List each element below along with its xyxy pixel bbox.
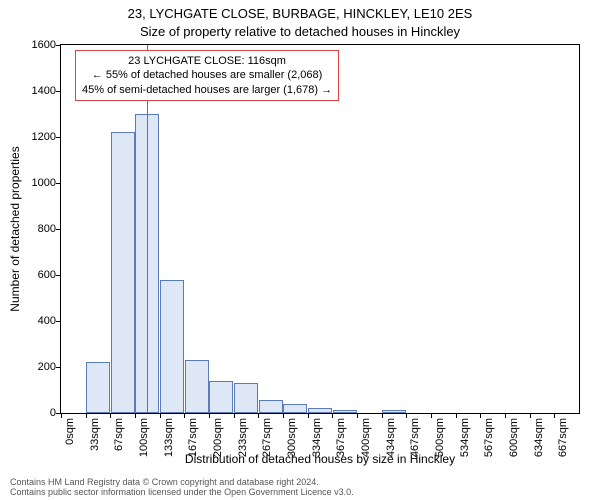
xtick-mark bbox=[184, 413, 185, 418]
histogram-bar bbox=[259, 400, 283, 413]
xtick-label: 367sqm bbox=[335, 418, 347, 457]
ytick-mark bbox=[56, 91, 61, 92]
xtick-mark bbox=[332, 413, 333, 418]
histogram-bar bbox=[382, 410, 406, 413]
ytick-label: 600 bbox=[6, 269, 56, 281]
ytick-label: 200 bbox=[6, 361, 56, 373]
xtick-label: 167sqm bbox=[187, 418, 199, 457]
xtick-mark bbox=[209, 413, 210, 418]
xtick-label: 33sqm bbox=[89, 418, 101, 451]
xtick-mark bbox=[480, 413, 481, 418]
xtick-mark bbox=[406, 413, 407, 418]
xtick-mark bbox=[431, 413, 432, 418]
xtick-label: 133sqm bbox=[163, 418, 175, 457]
xtick-label: 400sqm bbox=[360, 418, 372, 457]
xtick-label: 67sqm bbox=[113, 418, 125, 451]
histogram-bar bbox=[209, 381, 233, 413]
xtick-mark bbox=[160, 413, 161, 418]
xtick-mark bbox=[110, 413, 111, 418]
annotation-line1: 23 LYCHGATE CLOSE: 116sqm bbox=[82, 54, 332, 68]
xtick-mark bbox=[61, 413, 62, 418]
xtick-mark bbox=[505, 413, 506, 418]
ytick-mark bbox=[56, 275, 61, 276]
annotation-box: 23 LYCHGATE CLOSE: 116sqm ← 55% of detac… bbox=[75, 50, 339, 101]
xtick-label: 0sqm bbox=[64, 418, 76, 445]
xtick-label: 467sqm bbox=[409, 418, 421, 457]
ytick-mark bbox=[56, 45, 61, 46]
xtick-label: 300sqm bbox=[286, 418, 298, 457]
chart-container: 23, LYCHGATE CLOSE, BURBAGE, HINCKLEY, L… bbox=[0, 0, 600, 500]
footer: Contains HM Land Registry data © Crown c… bbox=[10, 478, 354, 498]
xtick-mark bbox=[234, 413, 235, 418]
ytick-label: 1400 bbox=[6, 85, 56, 97]
ytick-label: 1000 bbox=[6, 177, 56, 189]
ytick-label: 800 bbox=[6, 223, 56, 235]
histogram-bar bbox=[160, 280, 184, 413]
xtick-label: 233sqm bbox=[237, 418, 249, 457]
ytick-label: 1200 bbox=[6, 131, 56, 143]
xtick-label: 600sqm bbox=[508, 418, 520, 457]
histogram-bar bbox=[185, 360, 209, 413]
annotation-line2: ← 55% of detached houses are smaller (2,… bbox=[82, 68, 332, 82]
chart-subtitle: Size of property relative to detached ho… bbox=[0, 24, 600, 39]
xtick-mark bbox=[86, 413, 87, 418]
xtick-label: 567sqm bbox=[483, 418, 495, 457]
chart-title: 23, LYCHGATE CLOSE, BURBAGE, HINCKLEY, L… bbox=[0, 6, 600, 21]
annotation-line3: 45% of semi-detached houses are larger (… bbox=[82, 83, 332, 97]
xtick-mark bbox=[554, 413, 555, 418]
ytick-label: 1600 bbox=[6, 39, 56, 51]
xtick-label: 634sqm bbox=[533, 418, 545, 457]
ytick-mark bbox=[56, 137, 61, 138]
xtick-label: 500sqm bbox=[434, 418, 446, 457]
xtick-label: 434sqm bbox=[385, 418, 397, 457]
histogram-bar bbox=[86, 362, 110, 413]
xtick-label: 200sqm bbox=[212, 418, 224, 457]
xtick-label: 100sqm bbox=[138, 418, 150, 457]
xtick-mark bbox=[357, 413, 358, 418]
xtick-mark bbox=[456, 413, 457, 418]
xtick-mark bbox=[308, 413, 309, 418]
histogram-bar bbox=[234, 383, 258, 413]
xtick-label: 667sqm bbox=[557, 418, 569, 457]
xtick-label: 334sqm bbox=[311, 418, 323, 457]
histogram-bar bbox=[308, 408, 332, 413]
ytick-mark bbox=[56, 321, 61, 322]
histogram-bar bbox=[283, 404, 307, 413]
histogram-bar bbox=[111, 132, 135, 413]
ytick-mark bbox=[56, 229, 61, 230]
histogram-bar bbox=[333, 410, 357, 413]
footer-line2: Contains public sector information licen… bbox=[10, 488, 354, 498]
xtick-label: 267sqm bbox=[261, 418, 273, 457]
xtick-mark bbox=[258, 413, 259, 418]
xtick-label: 534sqm bbox=[459, 418, 471, 457]
xtick-mark bbox=[382, 413, 383, 418]
xtick-mark bbox=[135, 413, 136, 418]
ytick-label: 0 bbox=[6, 407, 56, 419]
ytick-label: 400 bbox=[6, 315, 56, 327]
ytick-mark bbox=[56, 367, 61, 368]
xtick-mark bbox=[283, 413, 284, 418]
xtick-mark bbox=[530, 413, 531, 418]
ytick-mark bbox=[56, 183, 61, 184]
